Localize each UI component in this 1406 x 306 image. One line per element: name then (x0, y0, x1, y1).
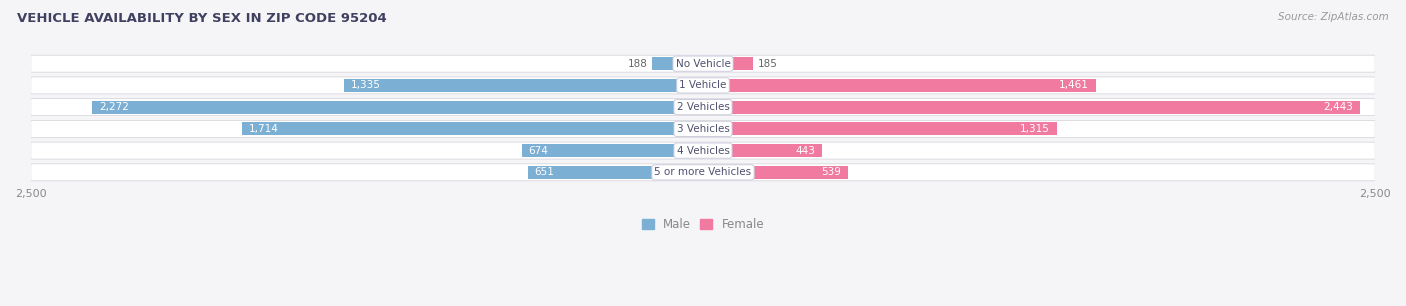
FancyBboxPatch shape (31, 164, 1375, 181)
Bar (242, 122, 703, 135)
Text: 4 Vehicles: 4 Vehicles (676, 146, 730, 156)
Bar (344, 79, 703, 92)
Bar (703, 144, 823, 157)
Bar (529, 166, 703, 179)
Bar (652, 57, 703, 70)
Text: 2,272: 2,272 (98, 102, 129, 112)
Text: 539: 539 (821, 167, 841, 177)
Text: 1,714: 1,714 (249, 124, 278, 134)
Bar (522, 144, 703, 157)
Text: 185: 185 (758, 59, 778, 69)
Text: 5 or more Vehicles: 5 or more Vehicles (654, 167, 752, 177)
Text: VEHICLE AVAILABILITY BY SEX IN ZIP CODE 95204: VEHICLE AVAILABILITY BY SEX IN ZIP CODE … (17, 12, 387, 25)
Text: 1 Vehicle: 1 Vehicle (679, 80, 727, 90)
Text: 1,315: 1,315 (1019, 124, 1050, 134)
FancyBboxPatch shape (31, 120, 1375, 137)
Text: 188: 188 (627, 59, 648, 69)
Text: 1,461: 1,461 (1059, 80, 1090, 90)
Bar (703, 122, 1056, 135)
Text: 2 Vehicles: 2 Vehicles (676, 102, 730, 112)
Bar (93, 101, 703, 114)
Legend: Male, Female: Male, Female (641, 218, 765, 231)
Bar (703, 57, 752, 70)
Text: No Vehicle: No Vehicle (675, 59, 731, 69)
Bar (703, 101, 1360, 114)
Text: 3 Vehicles: 3 Vehicles (676, 124, 730, 134)
Text: 651: 651 (534, 167, 554, 177)
Text: 1,335: 1,335 (350, 80, 381, 90)
FancyBboxPatch shape (31, 77, 1375, 94)
Bar (703, 79, 1095, 92)
Text: 2,443: 2,443 (1323, 102, 1353, 112)
Text: 443: 443 (796, 146, 815, 156)
Text: 674: 674 (529, 146, 548, 156)
FancyBboxPatch shape (31, 142, 1375, 159)
FancyBboxPatch shape (31, 55, 1375, 72)
FancyBboxPatch shape (31, 99, 1375, 116)
Text: Source: ZipAtlas.com: Source: ZipAtlas.com (1278, 12, 1389, 22)
Bar (703, 166, 848, 179)
